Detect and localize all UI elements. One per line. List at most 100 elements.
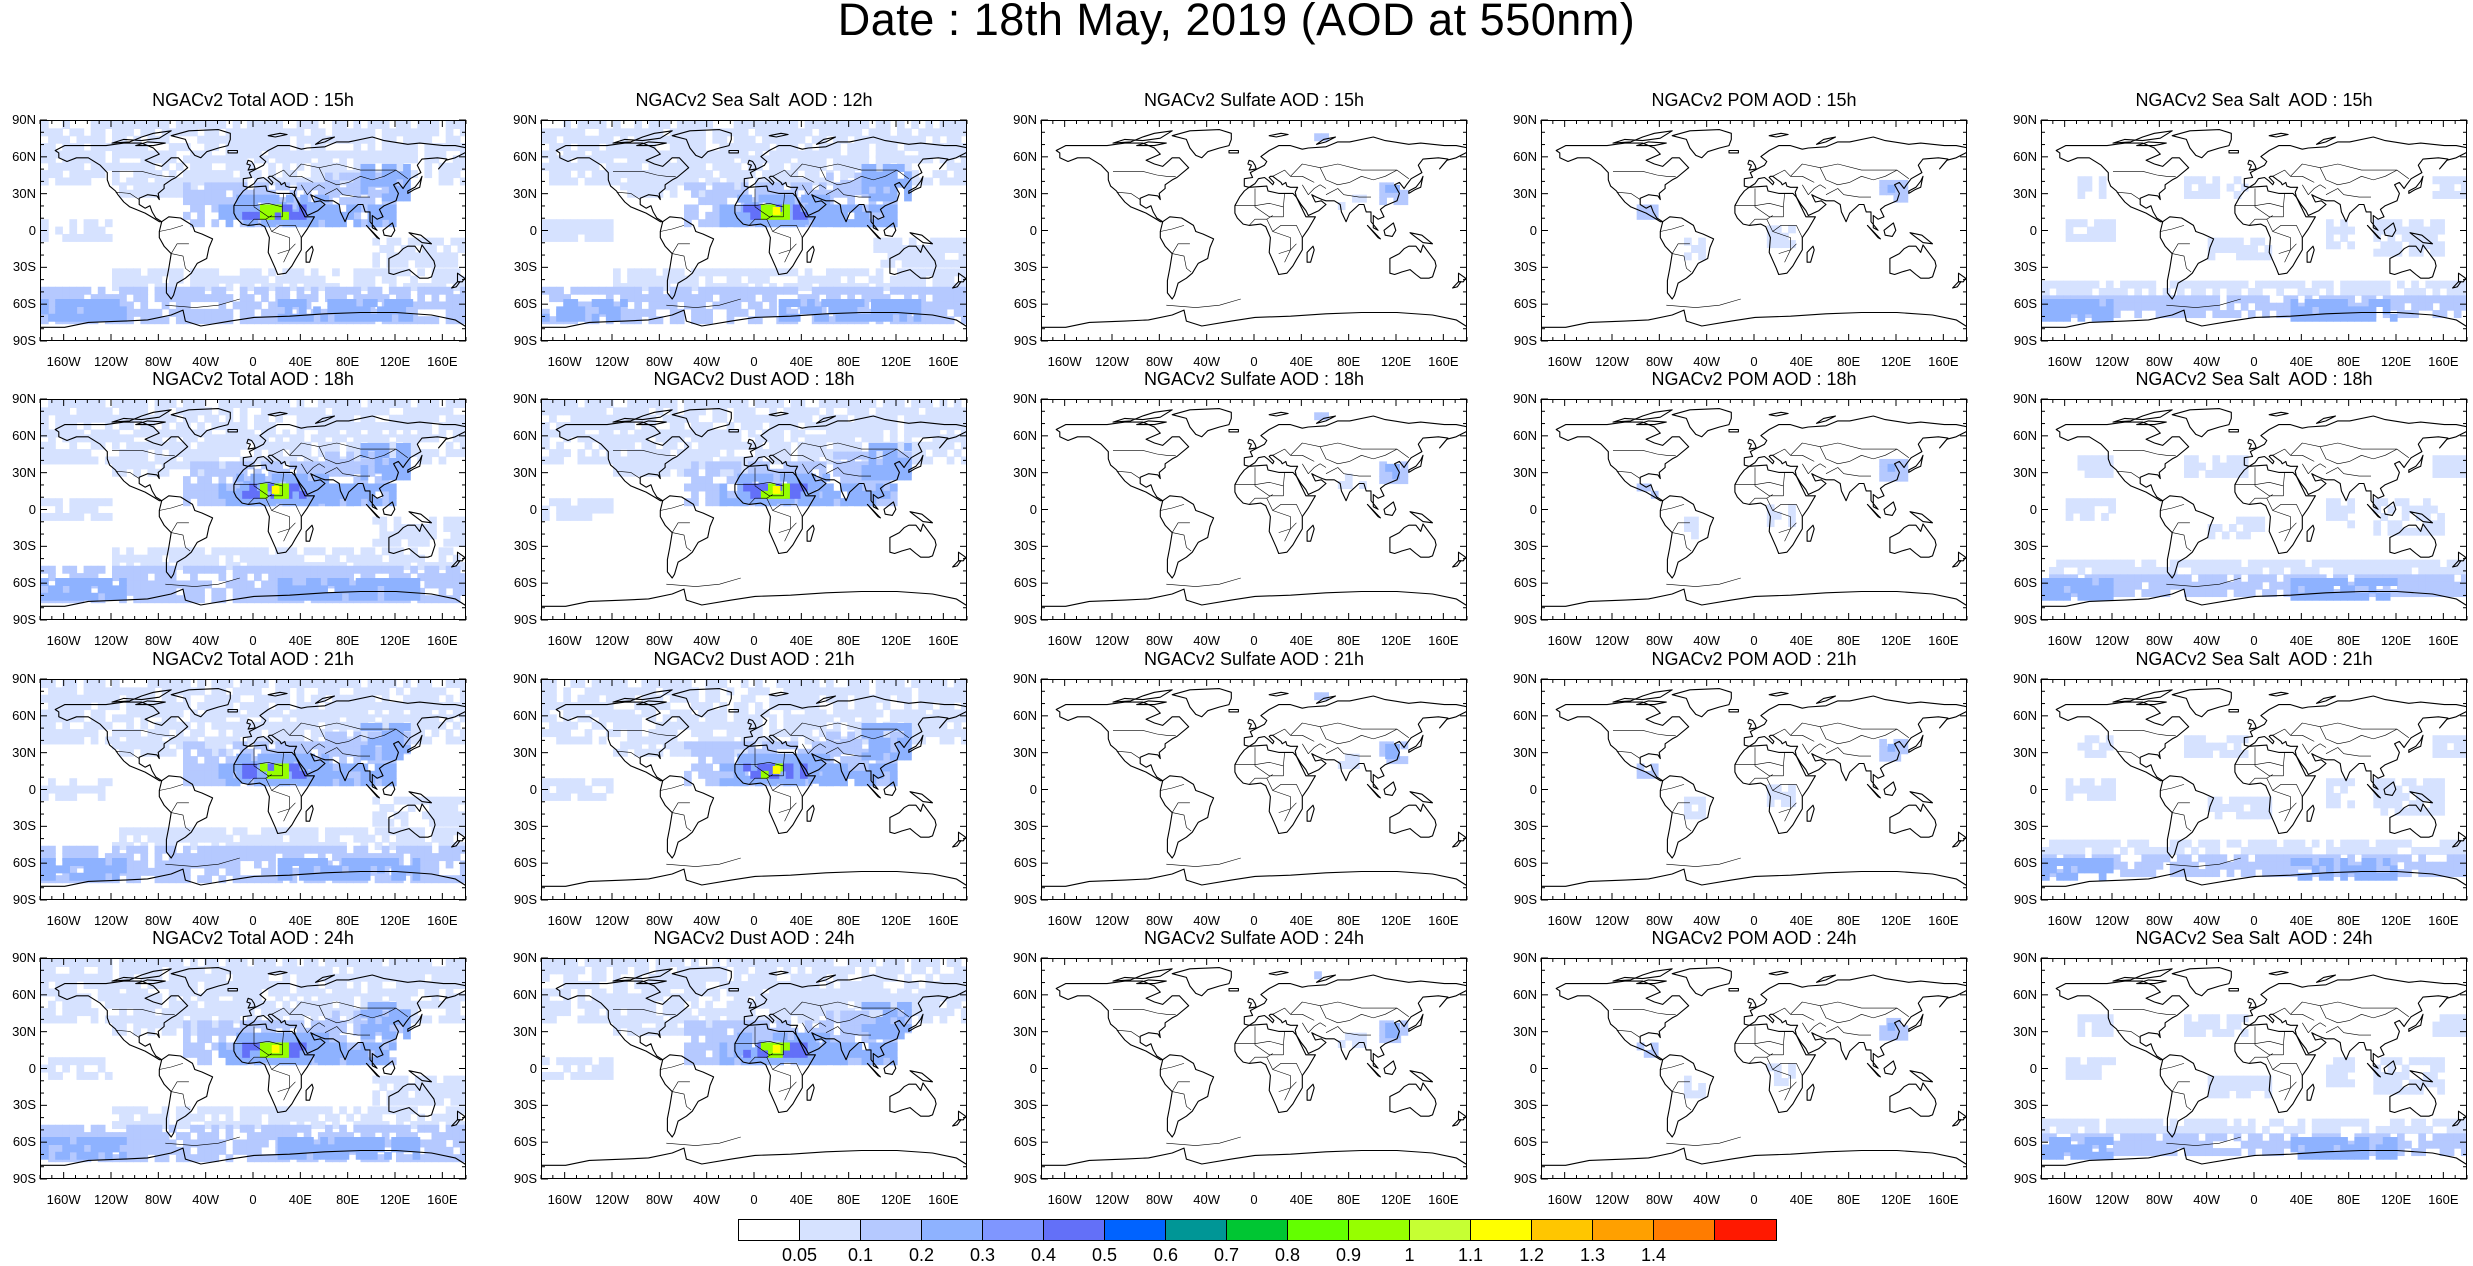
aod-cell <box>339 547 347 555</box>
aod-cell <box>268 309 276 317</box>
aod-cell <box>77 400 85 408</box>
aod-cell <box>759 195 767 203</box>
aod-cell <box>1401 190 1409 198</box>
aod-cell <box>91 400 99 408</box>
aod-cell <box>578 219 586 227</box>
aod-cell <box>549 316 557 324</box>
aod-cell <box>91 415 99 423</box>
aod-cell <box>55 449 63 457</box>
aod-cell <box>2141 295 2149 303</box>
aod-cell <box>2416 219 2424 227</box>
aod-cell <box>240 136 248 144</box>
aod-cell <box>951 260 959 268</box>
aod-cell <box>375 465 383 473</box>
aod-cell <box>925 155 933 163</box>
coastline <box>1613 131 1672 143</box>
aod-cell <box>930 260 938 268</box>
aod-cell <box>332 212 340 220</box>
longitude-label: 80W <box>133 633 183 648</box>
aod-cell <box>321 209 329 217</box>
aod-cell <box>549 143 557 151</box>
aod-cell <box>677 316 685 324</box>
aod-cell <box>403 136 411 144</box>
aod-cell <box>940 415 948 423</box>
aod-cell <box>327 578 335 586</box>
aod-cell <box>219 197 227 205</box>
aod-cell <box>2236 245 2244 253</box>
coastline <box>1235 186 1316 274</box>
aod-cell <box>389 449 397 457</box>
aod-cell <box>691 190 699 198</box>
aod-cell <box>183 182 191 190</box>
aod-cell <box>805 283 813 291</box>
aod-cell <box>2369 281 2377 289</box>
aod-cell <box>2404 295 2412 303</box>
aod-cell <box>226 204 234 212</box>
aod-cell <box>835 299 843 307</box>
aod-cell <box>961 456 967 464</box>
aod-cell <box>947 407 955 415</box>
aod-cell <box>410 434 418 442</box>
aod-cell <box>261 128 269 136</box>
aod-cell <box>2149 303 2157 311</box>
aod-cell <box>332 407 340 415</box>
aod-cell <box>2411 281 2419 289</box>
aod-cell <box>211 469 219 477</box>
aod-cell <box>169 595 177 603</box>
aod-cell <box>155 449 163 457</box>
aod-cell <box>450 252 458 260</box>
aod-cell <box>954 136 962 144</box>
aod-cell <box>197 190 205 198</box>
aod-cell <box>720 163 728 171</box>
aod-cell <box>41 498 49 506</box>
aod-cell <box>197 316 205 324</box>
aod-cell <box>424 155 432 163</box>
aod-cell <box>2347 314 2355 322</box>
aod-cell <box>126 573 134 581</box>
country-border <box>2326 189 2371 198</box>
aod-cell <box>606 442 614 450</box>
aod-cell <box>119 566 127 574</box>
aod-cell <box>606 415 614 423</box>
aod-cell <box>783 121 791 129</box>
aod-cell <box>261 143 269 151</box>
aod-cell <box>925 309 933 317</box>
aod-cell <box>734 182 742 190</box>
aod-cell <box>542 422 550 430</box>
aod-cell <box>443 524 451 532</box>
aod-cell <box>62 287 70 295</box>
aod-cell <box>592 449 600 457</box>
aod-cell <box>460 562 466 570</box>
aod-cell <box>620 422 628 430</box>
aod-cell <box>332 268 340 276</box>
aod-cell <box>311 268 319 276</box>
aod-cell <box>585 163 593 171</box>
aod-cell <box>379 517 387 525</box>
aod-cell <box>2433 191 2441 199</box>
aod-cell <box>41 415 49 423</box>
aod-cell <box>424 595 432 603</box>
aod-cell <box>112 128 120 136</box>
aod-cell <box>211 155 219 163</box>
aod-cell <box>911 442 919 450</box>
aod-cell <box>691 204 699 212</box>
aod-cell <box>119 555 127 563</box>
aod-cell <box>2099 295 2107 303</box>
aod-cell <box>240 287 248 295</box>
aod-cell <box>592 234 600 242</box>
aod-cell <box>105 513 113 521</box>
aod-cell <box>460 309 466 317</box>
aod-cell <box>627 276 635 284</box>
aod-cell <box>549 227 557 235</box>
page-title: Date : 18th May, 2019 (AOD at 550nm) <box>0 0 2473 46</box>
aod-cell <box>292 483 300 491</box>
aod-cell <box>1888 185 1896 193</box>
aod-cell <box>162 469 170 477</box>
aod-cell <box>112 442 120 450</box>
aod-cell <box>304 276 312 284</box>
aod-cell <box>368 422 376 430</box>
aod-cell <box>961 177 967 185</box>
aod-cell <box>850 314 858 322</box>
aod-cell <box>961 442 967 450</box>
aod-cell <box>389 143 397 151</box>
